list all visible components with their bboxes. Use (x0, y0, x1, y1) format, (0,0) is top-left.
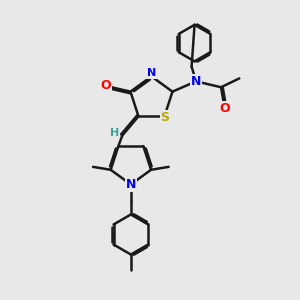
Text: O: O (219, 102, 230, 115)
Text: S: S (160, 111, 169, 124)
Text: O: O (101, 79, 111, 92)
Text: N: N (147, 68, 156, 78)
Text: N: N (191, 75, 201, 88)
Text: H: H (110, 128, 120, 137)
Text: N: N (126, 178, 136, 191)
